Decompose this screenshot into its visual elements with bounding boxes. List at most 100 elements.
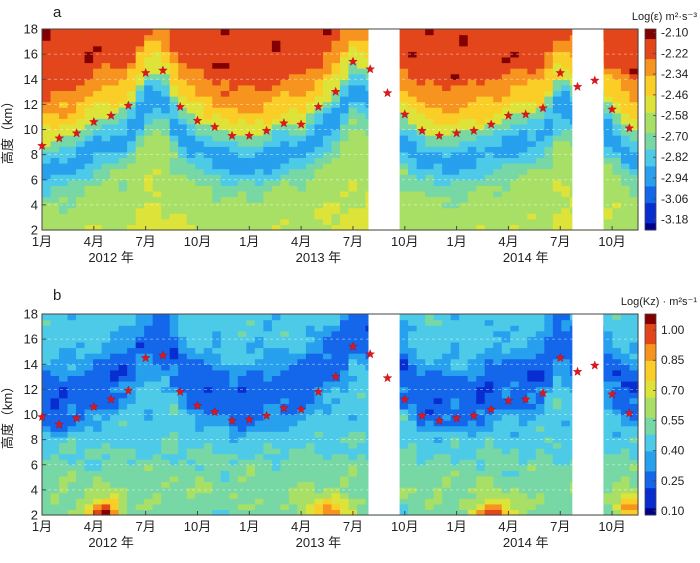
heatmap-cell xyxy=(510,319,520,326)
heatmap-cell xyxy=(263,90,273,97)
heatmap-cell xyxy=(331,459,341,466)
heatmap-cell xyxy=(331,358,341,365)
heatmap-cell xyxy=(450,503,460,511)
heatmap-cell xyxy=(305,79,316,86)
heatmap-cell xyxy=(357,157,367,164)
heatmap-cell xyxy=(246,168,256,175)
heatmap-cell xyxy=(442,107,452,114)
heatmap-cell xyxy=(399,40,409,47)
heatmap-cell xyxy=(510,68,520,75)
heatmap-cell xyxy=(408,364,418,371)
heatmap-cell xyxy=(288,442,299,449)
heatmap-cell xyxy=(67,107,77,114)
heatmap-cell xyxy=(314,62,324,69)
heatmap-cell xyxy=(493,325,503,332)
heatmap-cell xyxy=(127,319,137,326)
heatmap-cell xyxy=(399,107,409,114)
heatmap-cell xyxy=(425,420,435,427)
heatmap-cell xyxy=(229,509,239,516)
heatmap-cell xyxy=(442,207,452,214)
heatmap-cell xyxy=(135,213,145,220)
heatmap-cell xyxy=(152,464,162,471)
heatmap-cell xyxy=(348,319,358,326)
heatmap-cell xyxy=(246,487,256,494)
heatmap-cell xyxy=(246,56,256,64)
heatmap-cell xyxy=(76,79,86,86)
heatmap-cell xyxy=(186,179,196,186)
heatmap-cell xyxy=(186,90,196,97)
heatmap-cell xyxy=(493,464,503,471)
heatmap-cell xyxy=(510,185,520,192)
heatmap-cell xyxy=(629,129,639,136)
heatmap-cell xyxy=(110,62,120,69)
heatmap-cell xyxy=(212,185,222,192)
heatmap-cell xyxy=(322,34,333,41)
heatmap-cell xyxy=(101,364,111,371)
heatmap-cell xyxy=(408,503,418,511)
heatmap-cell xyxy=(527,224,537,231)
heatmap-cell xyxy=(459,408,469,416)
heatmap-cell xyxy=(220,190,230,198)
heatmap-cell xyxy=(535,364,545,371)
heatmap-cell xyxy=(84,431,94,438)
heatmap-cell xyxy=(442,442,452,449)
heatmap-cell xyxy=(340,112,350,119)
heatmap-cell xyxy=(144,353,154,360)
heatmap-cell xyxy=(178,464,188,471)
heatmap-cell xyxy=(629,207,639,214)
colorbar-segment xyxy=(645,89,656,94)
heatmap-cell xyxy=(161,442,171,449)
heatmap-cell xyxy=(84,475,94,483)
heatmap-cell xyxy=(331,481,341,488)
heatmap-cell xyxy=(561,190,571,198)
heatmap-cell xyxy=(152,358,162,365)
heatmap-cell xyxy=(425,179,435,186)
heatmap-cell xyxy=(110,319,120,326)
heatmap-cell xyxy=(425,73,435,80)
heatmap-cell xyxy=(178,492,188,499)
heatmap-cell xyxy=(459,40,469,47)
heatmap-cell xyxy=(152,408,162,416)
heatmap-cell xyxy=(603,174,614,181)
colorbar-segment xyxy=(645,65,656,70)
heatmap-cell xyxy=(254,224,264,231)
heatmap-cell xyxy=(84,498,94,505)
heatmap-cell xyxy=(229,336,239,343)
heatmap-cell xyxy=(152,56,162,64)
heatmap-cell xyxy=(527,146,537,153)
heatmap-cell xyxy=(220,224,230,231)
heatmap-cell xyxy=(561,442,571,449)
heatmap-cell xyxy=(101,202,111,209)
heatmap-cell xyxy=(484,475,494,483)
heatmap-cell xyxy=(212,503,222,511)
heatmap-cell xyxy=(59,414,69,421)
panel-label-b: b xyxy=(53,287,61,304)
heatmap-cell xyxy=(501,470,511,477)
heatmap-cell xyxy=(59,84,69,92)
heatmap-cell xyxy=(510,51,520,58)
heatmap-cell xyxy=(467,408,477,416)
heatmap-cell xyxy=(408,62,418,69)
heatmap-cell xyxy=(544,157,554,164)
heatmap-cell xyxy=(510,353,520,360)
heatmap-cell xyxy=(331,146,341,153)
heatmap-cell xyxy=(152,40,162,47)
heatmap-cell xyxy=(544,347,554,354)
heatmap-cell xyxy=(220,179,230,186)
heatmap-cell xyxy=(340,381,350,388)
heatmap-cell xyxy=(416,56,426,64)
heatmap-cell xyxy=(50,218,60,226)
heatmap-cell xyxy=(535,29,545,36)
heatmap-cell xyxy=(280,163,290,170)
heatmap-cell xyxy=(195,40,205,47)
heatmap-cell xyxy=(42,464,52,471)
heatmap-cell xyxy=(42,29,52,36)
heatmap-cell xyxy=(203,163,213,170)
heatmap-cell xyxy=(271,34,281,41)
heatmap-cell xyxy=(459,73,469,80)
heatmap-cell xyxy=(408,218,418,226)
heatmap-cell xyxy=(297,325,307,332)
heatmap-cell xyxy=(254,129,264,136)
heatmap-cell xyxy=(203,224,213,231)
heatmap-cell xyxy=(305,503,316,511)
